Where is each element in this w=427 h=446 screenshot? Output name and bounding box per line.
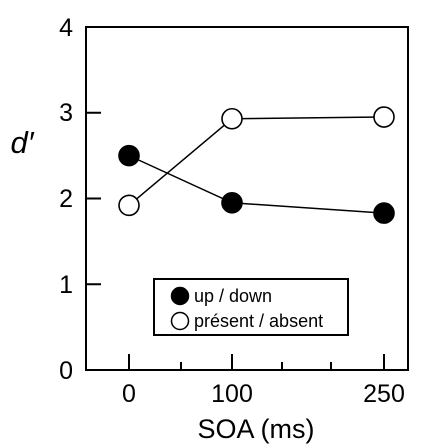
legend-label-up-down: up / down <box>194 286 272 306</box>
y-tick-label: 1 <box>59 271 73 299</box>
x-tick-label: 0 <box>122 380 136 408</box>
y-tick-label: 4 <box>59 14 73 42</box>
x-axis: 0 100 250 <box>122 354 405 408</box>
series-1 <box>118 106 395 217</box>
y-axis: 0 1 2 3 4 <box>59 14 101 385</box>
series-layer <box>118 106 395 224</box>
legend-marker-open <box>170 311 190 331</box>
series-0-point-2 <box>373 202 395 224</box>
series-0-point-1 <box>221 191 243 214</box>
y-tick-label: 3 <box>59 99 73 127</box>
series-1-point-1 <box>221 107 243 130</box>
legend: up / down présent / absent <box>153 278 349 336</box>
y-tick-label: 0 <box>59 357 73 385</box>
y-tick-label: 2 <box>59 185 73 213</box>
y-axis-label: d′ <box>10 125 34 160</box>
x-tick-label: 250 <box>363 380 405 408</box>
x-tick-label: 100 <box>211 380 253 408</box>
x-axis-label: SOA (ms) <box>197 414 314 444</box>
series-1-point-0 <box>118 194 140 217</box>
legend-label-present-absent: présent / absent <box>194 311 323 331</box>
series-0-point-0 <box>118 144 140 167</box>
legend-marker-filled <box>170 286 190 306</box>
series-1-point-2 <box>373 106 395 128</box>
series-0 <box>118 144 395 224</box>
